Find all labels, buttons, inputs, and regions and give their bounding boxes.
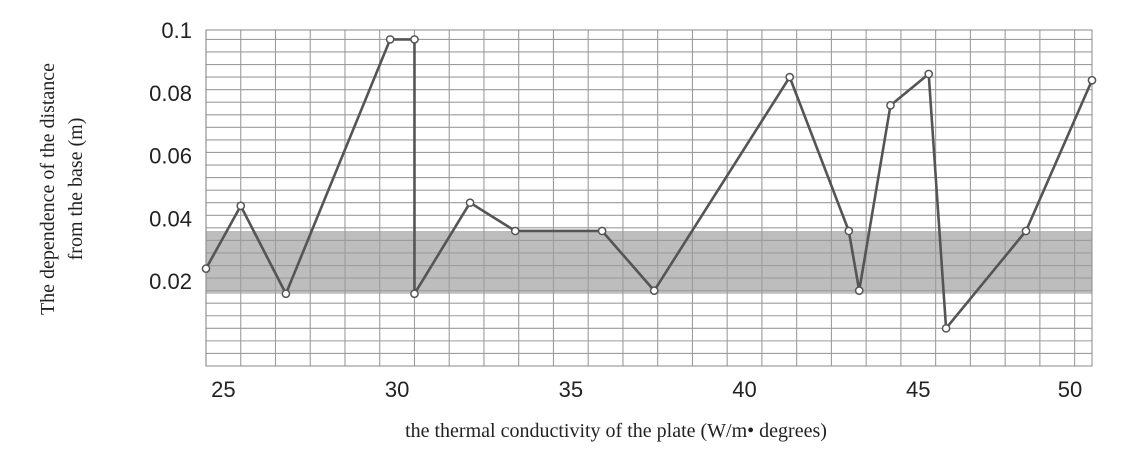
data-point — [597, 226, 607, 236]
y-tick-label: 0.08 — [149, 81, 192, 106]
y-tick-label: 0.04 — [149, 206, 192, 231]
data-point — [924, 69, 934, 79]
x-tick-label: 35 — [559, 377, 583, 402]
data-point — [886, 101, 895, 110]
data-point — [649, 286, 659, 295]
x-tick-labels: 25 30 35 40 45 50 — [211, 377, 1082, 402]
data-point — [236, 201, 246, 211]
y-axis-label-line1: The dependence of the distance — [37, 63, 59, 315]
data-point — [410, 289, 419, 299]
data-point — [854, 286, 864, 295]
y-tick-labels: 0.02 0.04 0.06 0.08 0.1 — [149, 18, 192, 294]
x-axis-label: the thermal conductivity of the plate (W… — [405, 420, 827, 442]
y-tick-label: 0.02 — [149, 269, 192, 294]
data-point — [410, 35, 419, 44]
data-point — [785, 72, 795, 82]
series — [201, 35, 1097, 333]
plot-frame — [205, 29, 1093, 367]
x-tick-label: 40 — [732, 377, 756, 402]
x-tick-label: 50 — [1058, 377, 1082, 402]
gridlines — [205, 29, 1093, 367]
y-axis-label-line2: from the base (m) — [65, 118, 87, 261]
data-point — [281, 289, 291, 299]
data-point — [465, 198, 475, 208]
data-point — [1087, 75, 1097, 85]
x-tick-label: 30 — [385, 377, 409, 402]
data-point — [510, 226, 520, 236]
data-point — [844, 226, 854, 236]
x-tick-label: 25 — [211, 377, 235, 402]
series-line — [204, 38, 1094, 330]
data-point — [941, 323, 951, 333]
y-tick-label: 0.1 — [161, 18, 192, 43]
data-point — [201, 264, 211, 274]
data-point — [1021, 226, 1031, 236]
data-point — [385, 35, 395, 44]
x-tick-label: 45 — [906, 377, 930, 402]
y-tick-label: 0.06 — [149, 144, 192, 169]
